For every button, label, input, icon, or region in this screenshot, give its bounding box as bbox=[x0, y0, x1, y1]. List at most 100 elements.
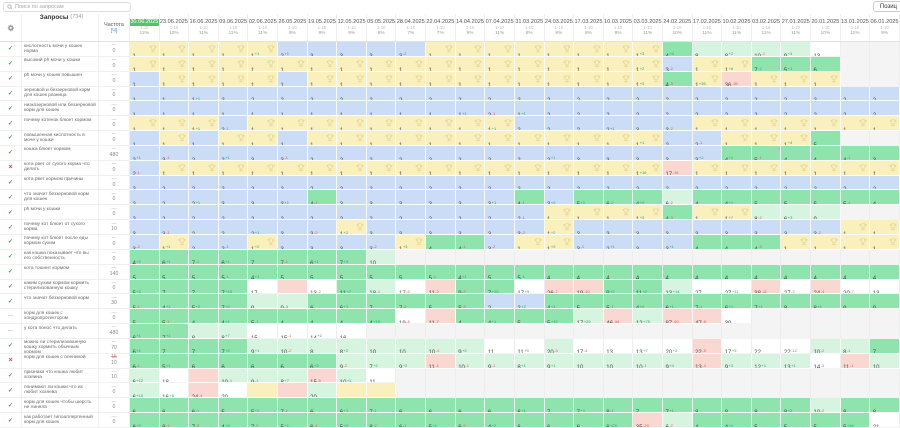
position-cell[interactable]: 1 bbox=[692, 56, 723, 72]
position-cell[interactable]: 1 bbox=[574, 160, 604, 176]
position-cell[interactable]: 13+1 bbox=[781, 353, 812, 369]
position-cell[interactable] bbox=[662, 368, 693, 384]
position-cell[interactable]: 2 bbox=[544, 101, 575, 117]
position-cell[interactable]: 10 bbox=[396, 338, 427, 354]
position-cell[interactable]: 2 bbox=[189, 234, 219, 250]
query-cell[interactable]: что значит беззерновой корм для кошек bbox=[22, 190, 99, 206]
position-cell[interactable] bbox=[811, 324, 841, 339]
position-cell[interactable]: 1 bbox=[544, 42, 575, 57]
position-cell[interactable]: 4+4 bbox=[662, 42, 693, 57]
position-cell[interactable]: 2 bbox=[337, 86, 367, 102]
position-cell[interactable]: 2 bbox=[248, 86, 279, 102]
position-cell[interactable]: 1+2 bbox=[633, 56, 663, 72]
position-cell[interactable]: 2+2 bbox=[514, 294, 545, 310]
position-cell[interactable]: 6 bbox=[159, 398, 190, 414]
position-cell[interactable] bbox=[426, 249, 456, 265]
position-cell[interactable]: 2 bbox=[633, 175, 663, 191]
position-cell[interactable]: 1 bbox=[159, 86, 190, 102]
query-cell[interactable]: каким сухим кормом кормить стерилизованн… bbox=[22, 279, 99, 295]
position-cell[interactable]: 3 bbox=[130, 220, 160, 235]
position-cell[interactable]: 4 bbox=[692, 264, 723, 280]
position-cell[interactable]: 5-1 bbox=[218, 264, 249, 280]
position-cell[interactable]: 2 bbox=[485, 145, 515, 161]
position-cell[interactable]: 1 bbox=[218, 131, 249, 146]
position-cell[interactable] bbox=[722, 324, 752, 339]
position-cell[interactable]: 22 bbox=[751, 338, 782, 354]
position-cell[interactable]: 1 bbox=[337, 71, 367, 87]
position-cell[interactable]: 3-2 bbox=[662, 56, 693, 72]
date-column-header[interactable]: 10.03.2025 1-10 8% bbox=[604, 14, 634, 41]
position-cell[interactable]: 12+1 bbox=[751, 353, 782, 369]
position-cell[interactable]: 2 bbox=[307, 145, 338, 161]
position-cell[interactable]: 2 bbox=[514, 145, 545, 161]
position-cell[interactable]: 47-8 bbox=[692, 309, 723, 325]
position-cell[interactable]: 1+1 bbox=[485, 116, 515, 132]
position-cell[interactable]: 2-1 bbox=[692, 131, 723, 146]
position-cell[interactable]: 2 bbox=[248, 175, 279, 191]
position-cell[interactable]: — bbox=[337, 383, 367, 399]
position-cell[interactable]: 1 bbox=[751, 160, 782, 176]
position-cell[interactable]: 2 bbox=[218, 86, 249, 102]
position-cell[interactable]: 1 bbox=[426, 131, 456, 146]
position-cell[interactable]: 1 bbox=[248, 71, 279, 87]
position-cell[interactable]: 3 bbox=[574, 220, 604, 235]
position-cell[interactable]: 2 bbox=[159, 205, 190, 221]
position-cell[interactable]: 10-1 bbox=[426, 338, 456, 354]
position-cell[interactable] bbox=[811, 368, 841, 384]
position-cell[interactable] bbox=[455, 324, 486, 339]
position-cell[interactable]: 13-4 bbox=[692, 353, 723, 369]
position-cell[interactable]: 7-1 bbox=[366, 398, 397, 414]
position-cell[interactable]: 7+2 bbox=[366, 353, 397, 369]
position-cell[interactable]: 19-10 bbox=[574, 279, 604, 295]
position-cell[interactable]: 1 bbox=[455, 42, 486, 57]
position-cell[interactable]: 6 bbox=[811, 56, 841, 72]
position-cell[interactable]: 6+29 bbox=[603, 413, 634, 428]
date-column-header[interactable]: 02.06.2025 1-10 11% bbox=[248, 14, 279, 41]
position-cell[interactable]: 2 bbox=[396, 205, 427, 221]
position-cell[interactable]: 2 bbox=[485, 294, 515, 310]
position-cell[interactable]: 2 bbox=[455, 145, 486, 161]
position-cell[interactable]: 1 bbox=[722, 116, 752, 132]
date-column-header[interactable]: 13.01.2025 1-10 11% bbox=[841, 14, 871, 41]
position-cell[interactable]: 1 bbox=[366, 56, 397, 72]
position-cell[interactable] bbox=[840, 131, 871, 146]
position-cell[interactable]: 24-4 bbox=[189, 383, 219, 399]
position-cell[interactable]: 4-1 bbox=[840, 145, 871, 161]
position-cell[interactable]: 18-1 bbox=[366, 279, 397, 295]
position-cell[interactable]: 4 bbox=[840, 264, 871, 280]
position-cell[interactable]: 5+12 bbox=[544, 309, 575, 325]
position-cell[interactable]: 13-2 bbox=[307, 279, 338, 295]
position-cell[interactable]: 2+1 bbox=[603, 234, 634, 250]
position-cell[interactable]: 6 bbox=[396, 398, 427, 414]
query-cell[interactable]: как работает гипоаллергенный корм для ко… bbox=[22, 413, 99, 428]
position-cell[interactable]: 8+2 bbox=[781, 398, 812, 414]
position-cell[interactable]: 1+16 bbox=[633, 160, 663, 176]
position-cell[interactable]: 1+35 bbox=[692, 71, 723, 87]
position-cell[interactable]: 1 bbox=[189, 56, 219, 72]
position-cell[interactable]: 2 bbox=[840, 175, 871, 191]
position-cell[interactable]: 3 bbox=[307, 42, 338, 57]
position-cell[interactable]: 8 bbox=[751, 398, 782, 414]
position-cell[interactable]: 1 bbox=[396, 71, 427, 87]
position-cell[interactable] bbox=[544, 383, 575, 399]
position-cell[interactable]: — bbox=[248, 383, 279, 399]
position-cell[interactable]: 14-3 bbox=[811, 353, 841, 369]
position-cell[interactable]: 9+1 bbox=[544, 353, 575, 369]
position-cell[interactable]: 2 bbox=[189, 175, 219, 191]
position-cell[interactable] bbox=[426, 324, 456, 339]
query-cell[interactable]: кислотность мочи у кошек норма bbox=[22, 42, 99, 57]
position-cell[interactable]: 3+1 bbox=[662, 234, 693, 250]
position-cell[interactable] bbox=[781, 324, 812, 339]
position-cell[interactable]: 1 bbox=[307, 71, 338, 87]
position-cell[interactable]: 5 bbox=[485, 264, 515, 280]
query-cell[interactable]: ph мочи у кошек повышен bbox=[22, 71, 99, 87]
date-column-header[interactable]: 19.05.2025 1-10 9% bbox=[308, 14, 338, 41]
position-cell[interactable]: 2 bbox=[544, 86, 575, 102]
position-cell[interactable]: 10-1 bbox=[218, 368, 249, 384]
position-cell[interactable] bbox=[455, 368, 486, 384]
query-cell[interactable]: кота рвет кормом причины bbox=[22, 175, 99, 191]
position-cell[interactable]: 5 bbox=[130, 309, 160, 325]
position-cell[interactable]: 10+1 bbox=[337, 368, 367, 384]
position-cell[interactable] bbox=[603, 383, 634, 399]
position-cell[interactable]: 5+1 bbox=[278, 413, 308, 428]
